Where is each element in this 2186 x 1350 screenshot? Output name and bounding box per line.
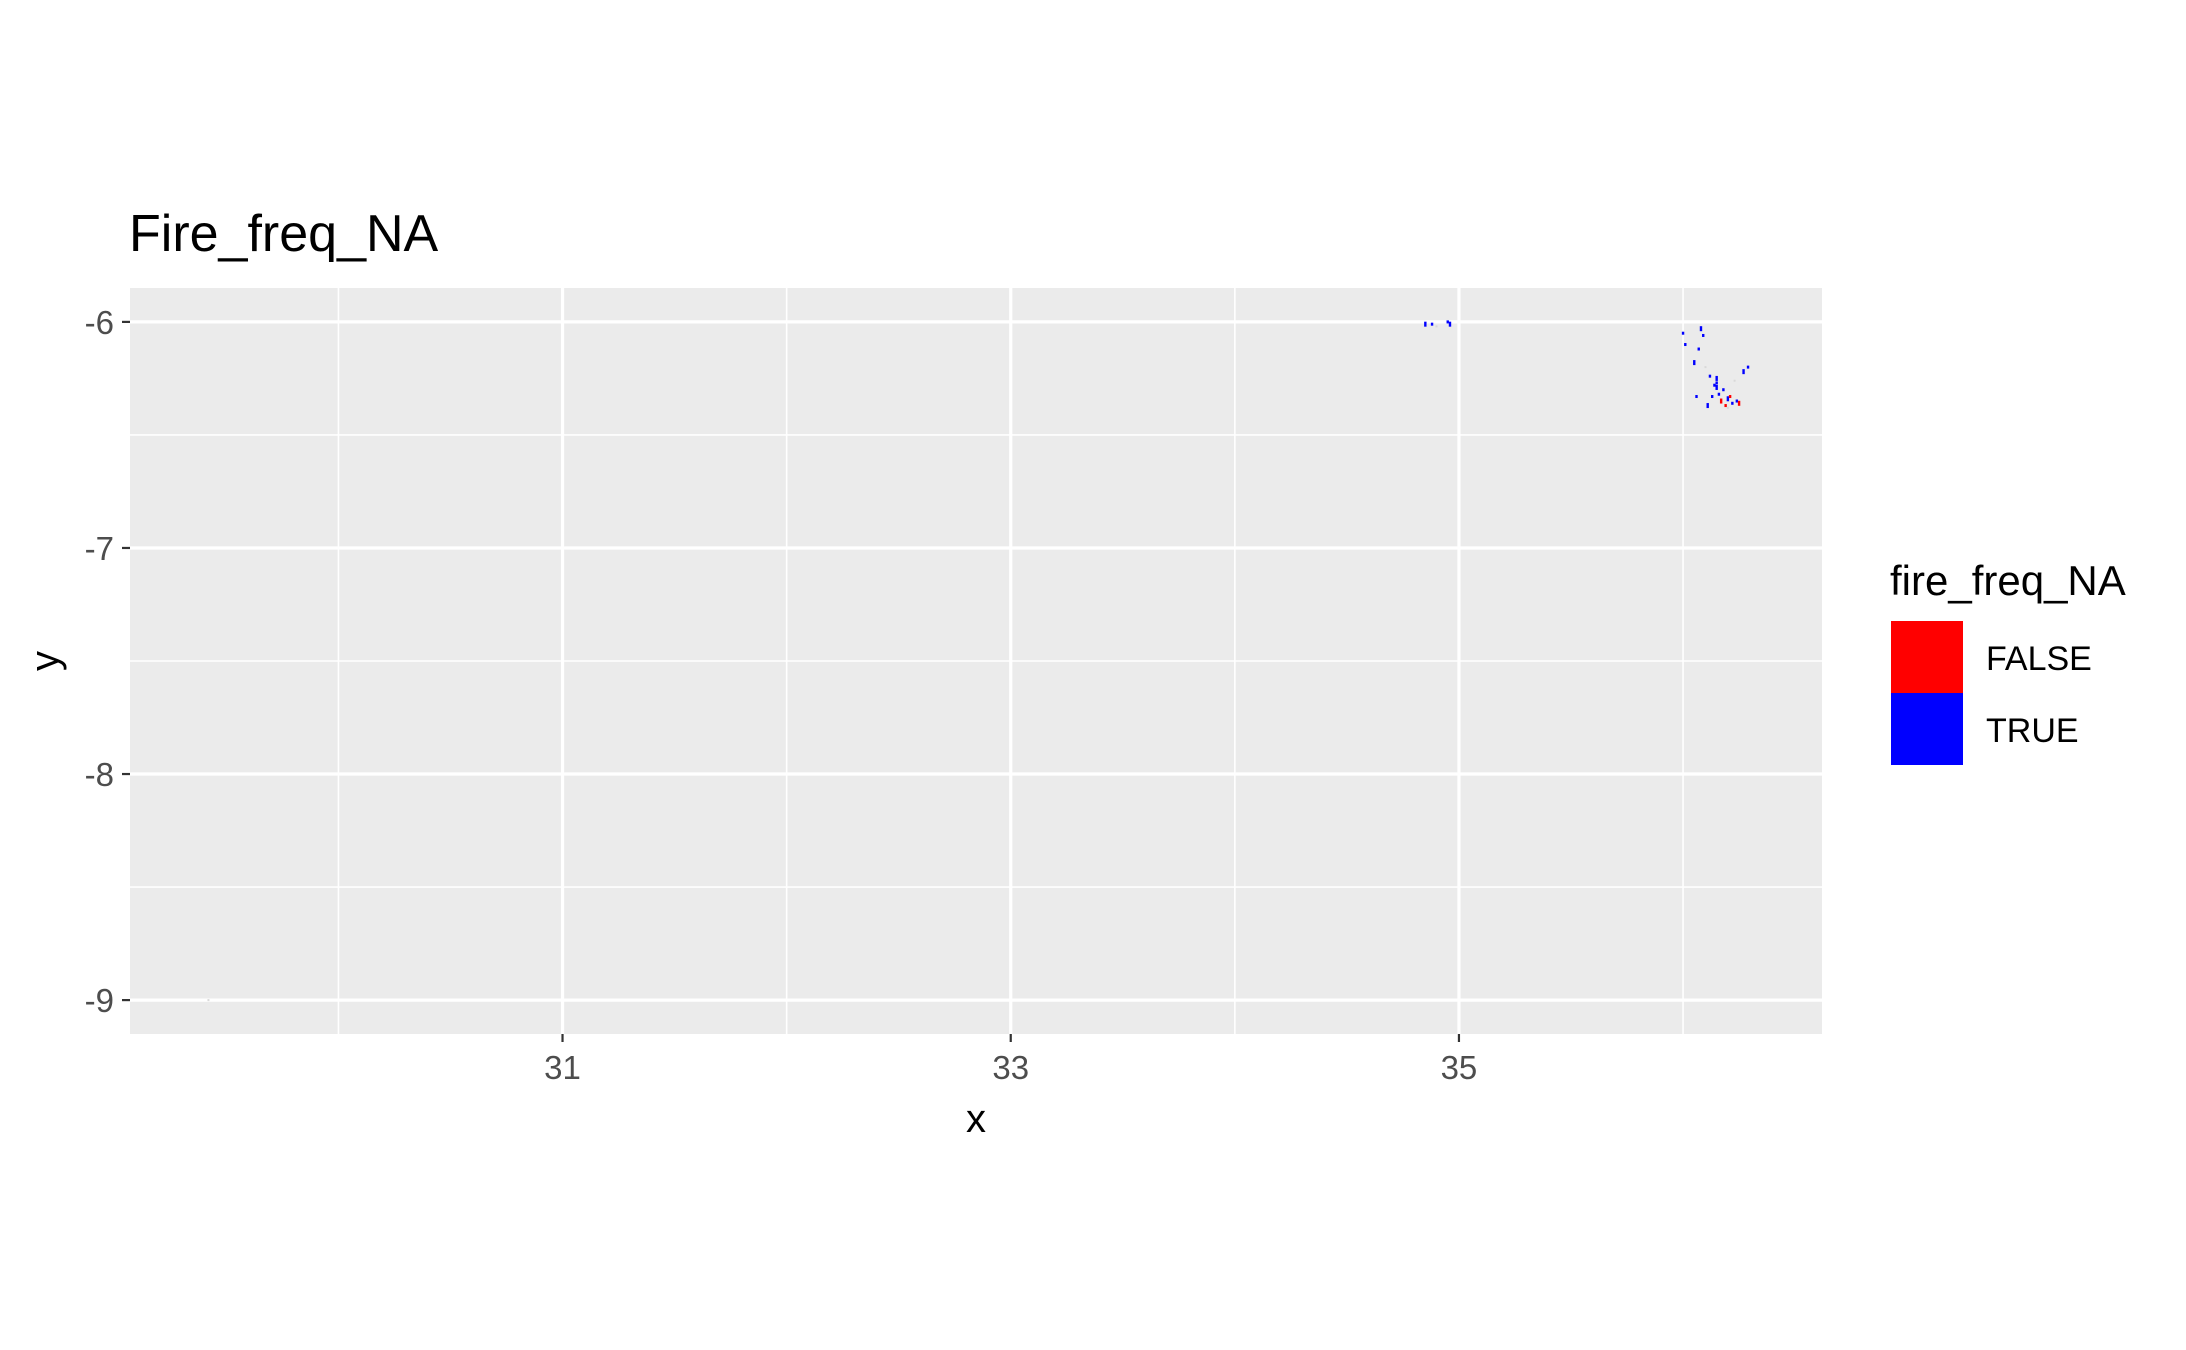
raster-cell-true	[1693, 360, 1696, 366]
y-tick-label: -7	[85, 530, 114, 567]
raster-cell-true	[1697, 347, 1700, 351]
x-tick-label: 35	[1441, 1049, 1478, 1086]
raster-cell-background	[1435, 325, 1438, 328]
y-tick-label: -8	[85, 756, 114, 793]
raster-cell-true	[1726, 396, 1730, 402]
y-tick-label: -6	[85, 304, 114, 341]
legend-title: fire_freq_NA	[1890, 557, 2126, 604]
chart-title: Fire_freq_NA	[129, 205, 439, 263]
raster-cell-true	[1742, 369, 1745, 375]
y-axis: -6 -7 -8 -9	[85, 304, 130, 1019]
raster-cell-true	[1448, 321, 1452, 327]
y-axis-title: y	[23, 651, 67, 671]
major-gridlines	[130, 288, 1822, 1034]
legend: fire_freq_NA FALSE TRUE	[1890, 557, 2126, 765]
x-tick-label: 31	[544, 1049, 581, 1086]
raster-cell-true	[1735, 399, 1739, 403]
raster-cell-true	[1715, 375, 1718, 381]
x-axis: 31 33 35	[544, 1034, 1477, 1086]
y-tick-label: -9	[85, 982, 114, 1019]
raster-cell-true	[1695, 395, 1698, 399]
legend-label-false: FALSE	[1986, 640, 2092, 678]
raster-cell-true	[1702, 333, 1705, 337]
legend-key-false	[1891, 621, 1963, 693]
raster-cell-true	[1717, 392, 1721, 396]
raster-cell-true	[1746, 365, 1750, 369]
raster-cell-true	[1424, 321, 1427, 327]
raster-cells	[207, 320, 1750, 1002]
raster-cell-true	[1446, 320, 1449, 324]
raster-cell-true	[1430, 322, 1434, 326]
x-axis-title: x	[966, 1097, 986, 1141]
raster-cell-true	[1715, 381, 1718, 385]
raster-cell-background	[207, 999, 210, 1002]
raster-cell-true	[1715, 384, 1718, 390]
raster-cell-background	[1733, 379, 1736, 382]
raster-cell-true	[1699, 326, 1703, 332]
raster-cell-false	[1724, 404, 1727, 408]
raster-cell-true	[1706, 403, 1709, 409]
legend-label-true: TRUE	[1986, 712, 2079, 750]
raster-cell-true	[1684, 343, 1687, 347]
legend-key-true	[1891, 693, 1963, 765]
x-tick-label: 33	[992, 1049, 1029, 1086]
raster-cell-true	[1681, 331, 1685, 335]
raster-cell-true	[1710, 395, 1714, 399]
raster-cell-true	[1708, 374, 1712, 378]
raster-cell-background	[1704, 366, 1707, 369]
minor-gridlines	[130, 288, 1822, 1034]
raster-cell-background	[1726, 406, 1729, 409]
raster-cell-false	[1719, 398, 1723, 404]
raster-cell-false	[1728, 395, 1732, 399]
raster-cell-false	[1737, 400, 1741, 406]
raster-cell-true	[1722, 388, 1725, 392]
raster-cell-true	[1713, 383, 1716, 387]
raster-cell-true	[1731, 401, 1734, 405]
